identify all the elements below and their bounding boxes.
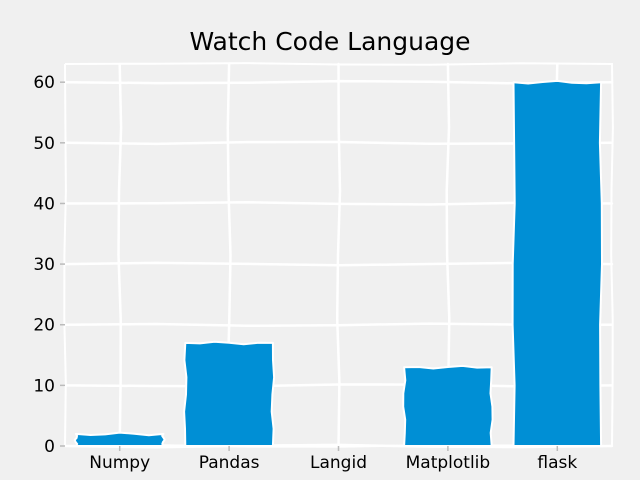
bar-flask	[511, 79, 603, 447]
bar-matplotlib	[402, 364, 494, 447]
x-tick-label: Numpy	[89, 453, 150, 473]
x-tick-label: Langid	[310, 453, 367, 473]
y-tick-label: 30	[33, 255, 55, 275]
bars	[73, 79, 603, 447]
x-gridline	[335, 62, 342, 448]
x-tick-label: Pandas	[199, 453, 260, 473]
plot-frame	[63, 62, 614, 448]
bar-pandas	[183, 340, 276, 447]
y-tick-label: 20	[33, 316, 55, 336]
y-tick-label: 10	[33, 376, 55, 396]
y-tick-label: 40	[33, 194, 55, 214]
y-tick-label: 0	[44, 437, 55, 457]
bar-numpy	[73, 431, 166, 447]
x-gridline	[117, 62, 123, 448]
x-axis-ticks: Numpy Pandas Langid Matplotlib flask	[89, 446, 577, 473]
y-tick-label: 60	[33, 73, 55, 93]
y-tick-label: 50	[33, 134, 55, 154]
chart-title: Watch Code Language	[189, 27, 470, 56]
plot-border	[63, 62, 614, 448]
x-tick-label: flask	[537, 453, 577, 473]
y-axis-ticks: 0 10 20 30 40 50 60	[33, 73, 65, 457]
x-tick-label: Matplotlib	[406, 453, 491, 473]
